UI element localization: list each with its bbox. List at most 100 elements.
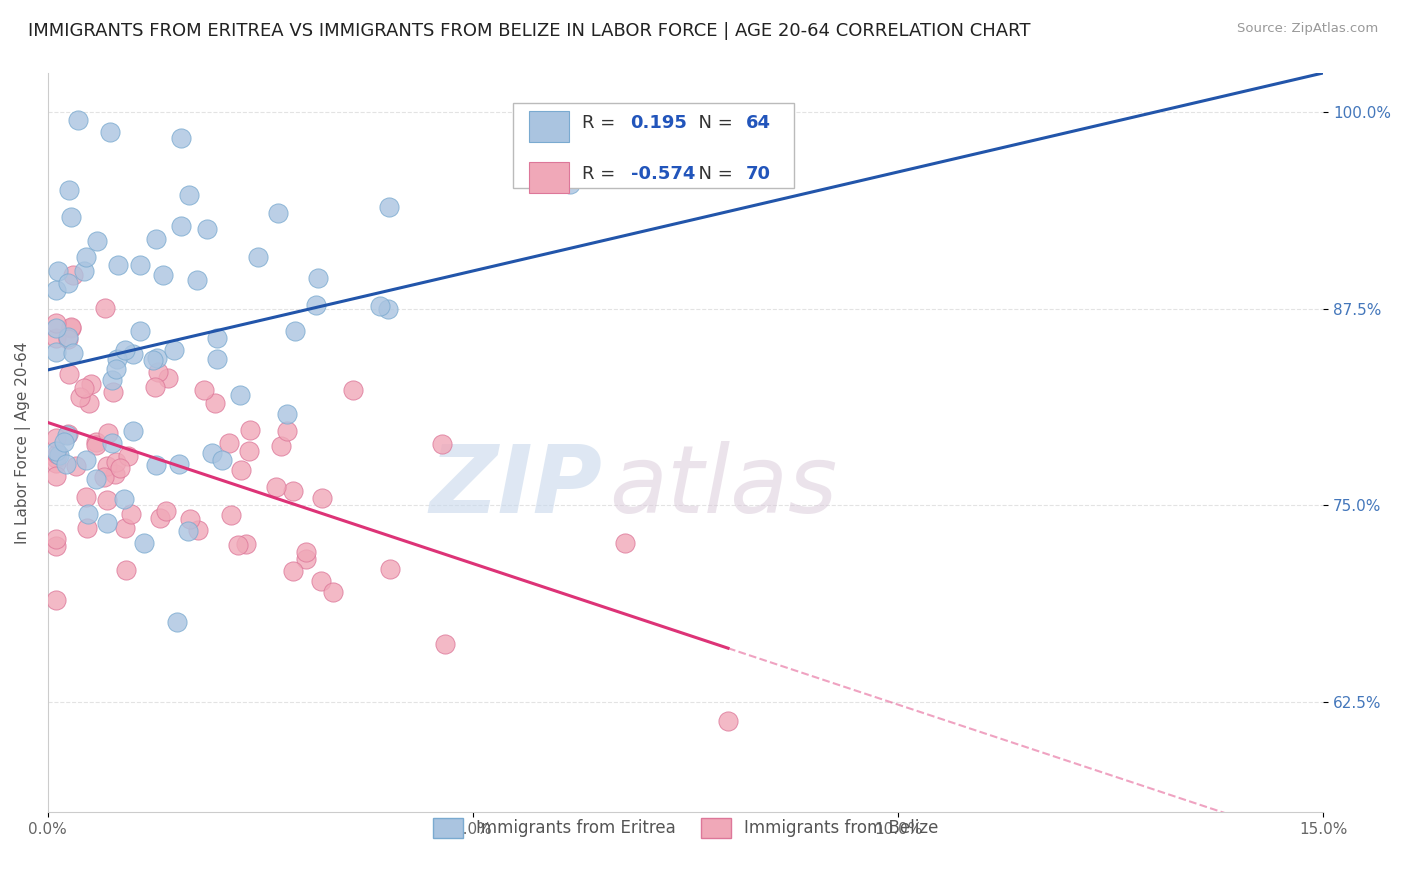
Point	[145, 232, 167, 246]
Point	[45, 283, 67, 297]
Point	[322, 585, 344, 599]
Point	[56, 428, 79, 442]
Point	[96, 516, 118, 531]
Point	[120, 508, 142, 522]
Point	[96, 459, 118, 474]
Point	[187, 523, 209, 537]
Point	[114, 521, 136, 535]
Point	[45, 431, 67, 445]
Point	[76, 507, 98, 521]
Point	[86, 235, 108, 249]
Point	[45, 593, 67, 607]
Point	[270, 439, 292, 453]
Point	[205, 331, 228, 345]
Point	[717, 714, 740, 728]
Point	[122, 346, 145, 360]
Point	[211, 452, 233, 467]
Point	[58, 184, 80, 198]
Point	[163, 343, 186, 357]
Bar	[529, 161, 569, 193]
Y-axis label: In Labor Force | Age 20-64: In Labor Force | Age 20-64	[15, 342, 31, 543]
Point	[377, 301, 399, 316]
Text: ZIP: ZIP	[430, 441, 603, 533]
Text: 64: 64	[745, 114, 770, 132]
Point	[67, 112, 90, 127]
Point	[558, 177, 581, 191]
Point	[169, 131, 191, 145]
Text: atlas: atlas	[609, 442, 837, 533]
Point	[93, 469, 115, 483]
Point	[167, 457, 190, 471]
Point	[94, 301, 117, 315]
Point	[264, 480, 287, 494]
Point	[149, 511, 172, 525]
Point	[193, 384, 215, 398]
Point	[105, 362, 128, 376]
Point	[434, 637, 457, 651]
Point	[219, 508, 242, 523]
Point	[75, 490, 97, 504]
Point	[311, 491, 333, 505]
Point	[60, 319, 83, 334]
Point	[295, 552, 318, 566]
Point	[65, 459, 87, 474]
Text: R =: R =	[582, 165, 621, 183]
Point	[112, 492, 135, 507]
Point	[45, 345, 67, 359]
Point	[276, 424, 298, 438]
Point	[84, 471, 107, 485]
Point	[145, 351, 167, 365]
Point	[177, 187, 200, 202]
Point	[157, 371, 180, 385]
Point	[100, 125, 122, 139]
Point	[308, 271, 330, 285]
Point	[143, 380, 166, 394]
Point	[58, 368, 80, 382]
Point	[614, 536, 637, 550]
Text: -0.574: -0.574	[631, 165, 695, 183]
Point	[58, 330, 80, 344]
Point	[432, 437, 454, 451]
Point	[76, 453, 98, 467]
Point	[152, 268, 174, 282]
Point	[368, 300, 391, 314]
Point	[229, 463, 252, 477]
Point	[45, 532, 67, 546]
Point	[170, 219, 193, 233]
Point	[80, 376, 103, 391]
Point	[238, 443, 260, 458]
Point	[105, 352, 128, 367]
Point	[46, 264, 69, 278]
Point	[129, 258, 152, 272]
Text: 0.195: 0.195	[631, 114, 688, 132]
Point	[101, 385, 124, 400]
Point	[235, 537, 257, 551]
Point	[155, 504, 177, 518]
Point	[45, 457, 67, 471]
Point	[58, 426, 80, 441]
Point	[146, 365, 169, 379]
Point	[101, 435, 124, 450]
Point	[107, 259, 129, 273]
Point	[186, 273, 208, 287]
Point	[58, 332, 80, 346]
Point	[97, 426, 120, 441]
Point	[295, 545, 318, 559]
Point	[45, 447, 67, 461]
Legend: Immigrants from Eritrea, Immigrants from Belize: Immigrants from Eritrea, Immigrants from…	[426, 812, 945, 844]
Point	[76, 521, 98, 535]
Point	[195, 221, 218, 235]
Point	[122, 424, 145, 438]
Text: Source: ZipAtlas.com: Source: ZipAtlas.com	[1237, 22, 1378, 36]
Text: 70: 70	[745, 165, 770, 183]
Point	[342, 383, 364, 397]
Point	[377, 200, 399, 214]
Point	[84, 435, 107, 450]
Point	[204, 395, 226, 409]
Point	[104, 455, 127, 469]
Point	[59, 320, 82, 334]
Point	[45, 539, 67, 553]
Point	[55, 457, 77, 471]
Point	[305, 298, 328, 312]
Point	[53, 435, 76, 450]
